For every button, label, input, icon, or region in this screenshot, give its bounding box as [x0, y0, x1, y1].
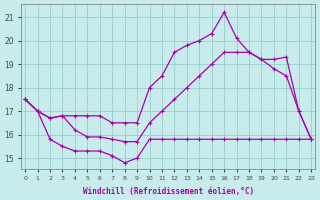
X-axis label: Windchill (Refroidissement éolien,°C): Windchill (Refroidissement éolien,°C) [83, 187, 254, 196]
